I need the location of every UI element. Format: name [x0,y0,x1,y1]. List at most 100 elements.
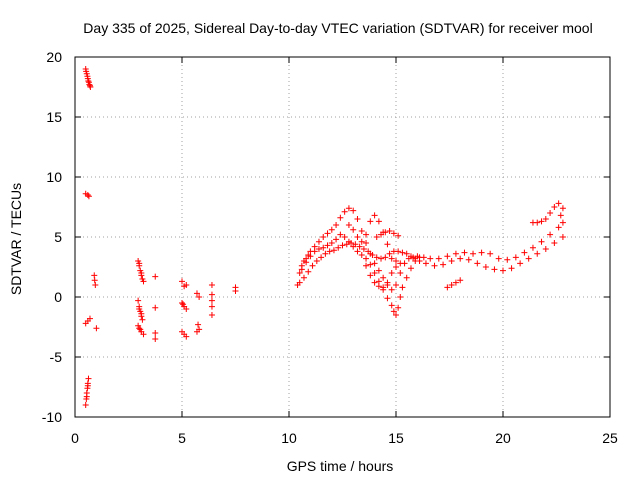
data-point [393,264,399,270]
x-tick-labels: 0 5 10 15 20 25 [71,430,618,446]
data-point [427,255,434,262]
data-point [457,255,464,262]
y-tick-label: 15 [46,109,62,125]
data-point [373,254,380,261]
y-tick-labels: -10 -5 0 5 10 15 20 [42,49,62,425]
data-point [337,231,344,238]
data-point [431,262,438,269]
data-point [393,282,399,288]
data-point [322,250,329,257]
data-point [136,325,143,332]
data-point [395,248,402,255]
data-point [399,284,406,291]
data-point [137,326,144,333]
data-point [152,273,159,280]
data-point [407,253,414,260]
data-point [529,244,536,251]
data-point [457,277,464,284]
data-point [183,333,190,340]
data-point [465,256,472,263]
data-point [324,230,331,237]
data-point [367,218,374,225]
data-point [333,236,340,243]
data-point [448,258,455,264]
data-point [365,248,372,255]
data-point [345,222,352,228]
data-point [407,265,414,272]
data-point [551,240,558,246]
x-tick-label: 5 [178,430,186,446]
chart-title: Day 335 of 2025, Sidereal Day-to-day VTE… [83,20,592,36]
data-point [452,250,459,257]
data-point [84,73,91,80]
data-point [380,274,387,281]
data-point [384,279,391,286]
data-point [382,229,389,236]
data-point [84,382,91,389]
x-tick-label: 20 [495,430,511,446]
data-point [388,286,395,293]
data-point [324,242,331,249]
data-point [412,258,419,264]
data-point [208,291,215,298]
data-point [551,204,558,210]
data-point [444,253,451,260]
data-point [363,255,370,262]
data-point [538,218,545,225]
data-points [82,66,566,408]
data-point [345,238,352,245]
data-point [345,205,352,212]
data-point [84,192,91,198]
data-point [388,255,395,262]
y-tick-label: -10 [42,409,62,425]
data-point [341,234,348,240]
data-point [135,297,142,304]
x-tick-label: 25 [602,430,618,446]
data-point [360,246,367,252]
data-point [517,260,524,267]
y-tick-label: 20 [46,49,62,65]
data-point [298,266,305,273]
data-point [448,282,455,288]
data-point [313,258,320,264]
data-point [378,231,385,238]
data-point [193,290,200,297]
data-point [508,265,515,272]
data-point [375,218,382,225]
data-point [367,261,374,268]
data-point [395,232,402,239]
data-point [555,224,562,231]
data-point [354,216,361,222]
data-point [440,261,447,268]
data-point [397,270,404,276]
y-tick-label: -5 [50,349,63,365]
data-point [371,279,378,286]
data-point [555,200,562,207]
data-point [337,214,344,221]
data-point [328,240,335,246]
grid [75,57,610,417]
data-point [341,208,348,215]
data-point [470,250,477,257]
data-point [559,234,566,240]
data-point [542,216,549,222]
data-point [393,312,399,318]
data-point [354,248,361,255]
data-point [557,212,564,219]
data-point [547,210,554,216]
data-point [315,238,322,245]
data-point [500,267,506,274]
data-point [303,259,310,266]
data-point [330,247,337,254]
data-point [350,207,357,214]
data-point [339,242,346,249]
data-point [382,254,389,261]
data-point [85,193,92,200]
data-point [461,249,468,256]
data-point [559,219,566,226]
data-point [326,248,333,255]
data-point [435,255,442,262]
data-point [395,304,402,311]
data-point [356,243,363,250]
data-point [422,260,429,267]
